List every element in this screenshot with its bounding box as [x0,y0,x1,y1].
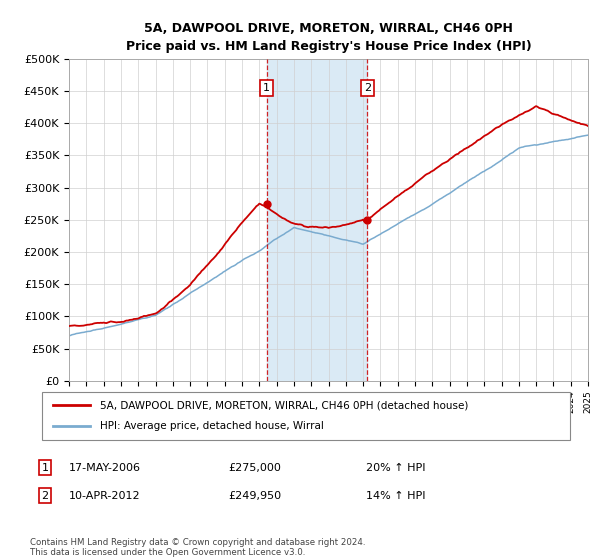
Bar [266,59,367,381]
Text: £275,000: £275,000 [228,463,281,473]
Text: HPI: Average price, detached house, Wirral: HPI: Average price, detached house, Wirr… [100,421,324,431]
FancyBboxPatch shape [42,392,570,440]
Text: Contains HM Land Registry data © Crown copyright and database right 2024.
This d: Contains HM Land Registry data © Crown c… [30,538,365,557]
Text: 2: 2 [41,491,49,501]
Text: 20% ↑ HPI: 20% ↑ HPI [366,463,425,473]
Text: 14% ↑ HPI: 14% ↑ HPI [366,491,425,501]
Text: £249,950: £249,950 [228,491,281,501]
Text: 10-APR-2012: 10-APR-2012 [69,491,140,501]
Text: 1: 1 [263,83,270,93]
Title: 5A, DAWPOOL DRIVE, MORETON, WIRRAL, CH46 0PH
Price paid vs. HM Land Registry's H: 5A, DAWPOOL DRIVE, MORETON, WIRRAL, CH46… [125,22,532,53]
Text: 17-MAY-2006: 17-MAY-2006 [69,463,141,473]
Text: 5A, DAWPOOL DRIVE, MORETON, WIRRAL, CH46 0PH (detached house): 5A, DAWPOOL DRIVE, MORETON, WIRRAL, CH46… [100,400,469,410]
Text: 1: 1 [41,463,49,473]
Text: 2: 2 [364,83,371,93]
